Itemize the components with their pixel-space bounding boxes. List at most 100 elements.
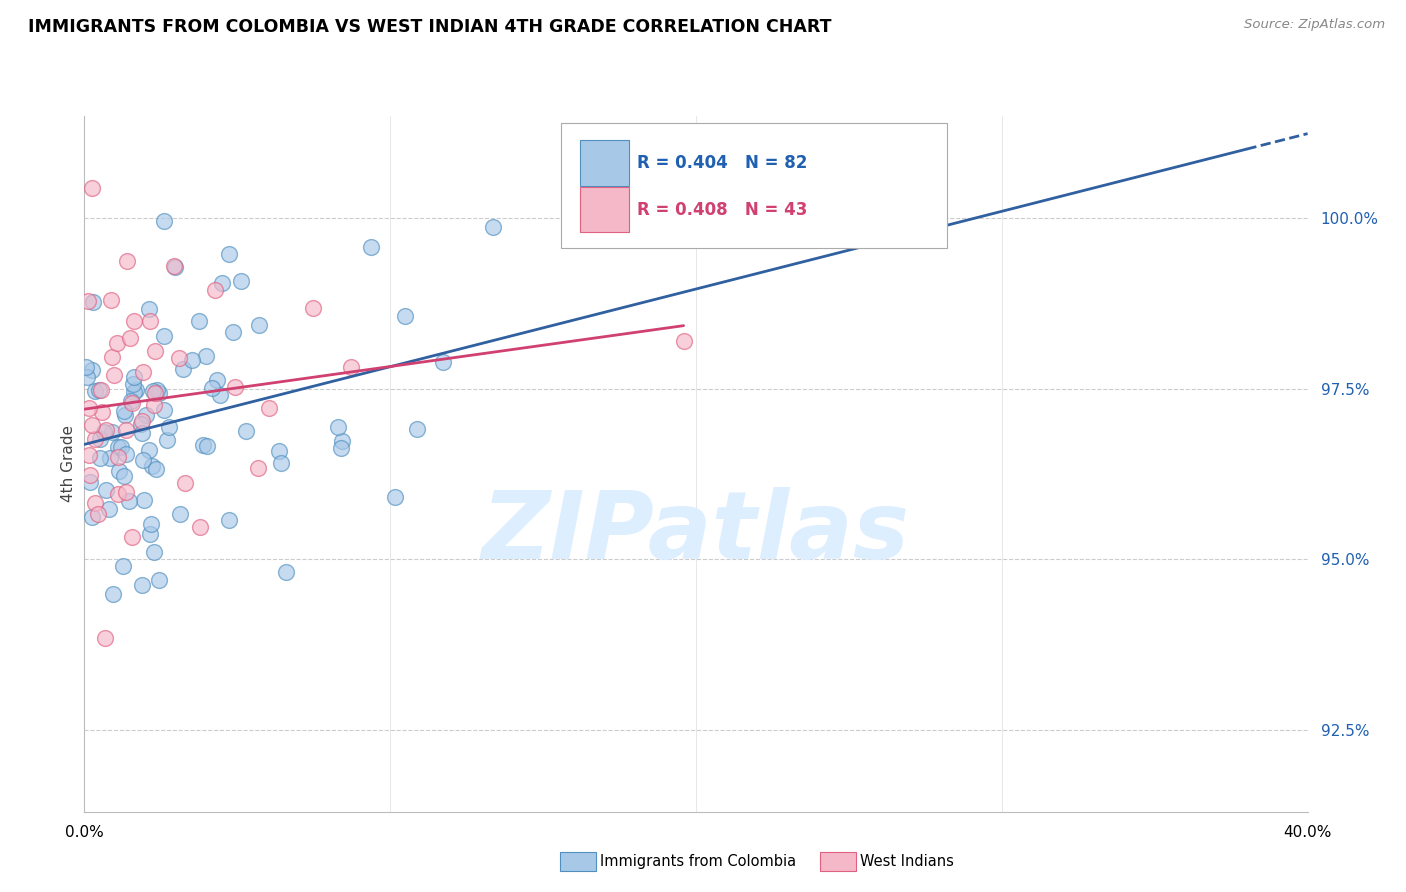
Point bbox=[195, 349, 218, 363]
Point bbox=[190, 520, 212, 534]
Point bbox=[91, 405, 114, 419]
Point bbox=[330, 434, 353, 448]
Point bbox=[122, 377, 145, 392]
Point bbox=[148, 386, 170, 401]
Point bbox=[169, 507, 191, 521]
Point bbox=[172, 362, 194, 376]
Point bbox=[131, 414, 153, 428]
Point bbox=[209, 388, 232, 402]
Point bbox=[224, 380, 246, 394]
Point bbox=[125, 383, 148, 397]
Point bbox=[204, 283, 226, 297]
Point bbox=[103, 368, 125, 382]
Point bbox=[384, 490, 406, 504]
Point bbox=[167, 351, 190, 365]
Point bbox=[84, 432, 107, 446]
Point bbox=[165, 260, 187, 275]
Point bbox=[89, 432, 111, 446]
Point bbox=[114, 408, 136, 422]
Point bbox=[148, 574, 170, 588]
Point bbox=[97, 501, 120, 516]
Point bbox=[143, 343, 166, 358]
Point bbox=[90, 383, 112, 397]
Point bbox=[139, 314, 162, 328]
Point bbox=[218, 247, 240, 261]
Point bbox=[80, 181, 103, 195]
Point bbox=[77, 293, 100, 308]
Point bbox=[98, 451, 121, 466]
Point bbox=[77, 448, 100, 462]
Point bbox=[218, 513, 240, 527]
Point bbox=[269, 443, 291, 458]
Point bbox=[124, 314, 146, 328]
Point bbox=[222, 325, 245, 339]
FancyBboxPatch shape bbox=[561, 123, 946, 248]
Point bbox=[132, 365, 155, 379]
Point bbox=[115, 485, 138, 500]
Point bbox=[111, 558, 134, 573]
Point bbox=[138, 442, 160, 457]
Point bbox=[672, 334, 695, 349]
Point bbox=[247, 318, 270, 332]
Point bbox=[145, 462, 167, 476]
Point bbox=[101, 587, 124, 601]
Point bbox=[75, 359, 97, 374]
Point bbox=[195, 439, 218, 453]
Text: R = 0.404   N = 82: R = 0.404 N = 82 bbox=[637, 154, 807, 172]
Point bbox=[246, 461, 269, 475]
Point bbox=[142, 544, 165, 558]
Point bbox=[112, 403, 135, 417]
Point bbox=[115, 254, 138, 268]
Point bbox=[83, 384, 105, 399]
Point bbox=[84, 496, 107, 510]
Point bbox=[121, 396, 143, 410]
Point bbox=[131, 417, 153, 431]
Point bbox=[82, 363, 104, 377]
Point bbox=[159, 420, 181, 434]
Text: Source: ZipAtlas.com: Source: ZipAtlas.com bbox=[1244, 18, 1385, 31]
Point bbox=[79, 475, 101, 489]
Point bbox=[173, 475, 195, 490]
Point bbox=[188, 314, 211, 328]
Point bbox=[205, 373, 228, 387]
Point bbox=[139, 516, 162, 531]
Point bbox=[132, 453, 155, 467]
Point bbox=[235, 424, 257, 438]
Point bbox=[80, 418, 103, 433]
Point bbox=[132, 493, 155, 508]
Point bbox=[163, 259, 186, 273]
Point bbox=[79, 467, 101, 482]
Point bbox=[80, 510, 103, 524]
FancyBboxPatch shape bbox=[579, 187, 628, 232]
Point bbox=[107, 441, 129, 455]
Y-axis label: 4th Grade: 4th Grade bbox=[60, 425, 76, 502]
Point bbox=[142, 384, 165, 398]
Point bbox=[82, 295, 104, 310]
Point bbox=[122, 385, 145, 400]
Point bbox=[79, 401, 101, 416]
Point bbox=[432, 354, 454, 368]
Point bbox=[110, 440, 132, 454]
FancyBboxPatch shape bbox=[579, 140, 628, 186]
Point bbox=[143, 385, 166, 400]
Point bbox=[107, 487, 129, 501]
Text: R = 0.408   N = 43: R = 0.408 N = 43 bbox=[637, 201, 807, 219]
Point bbox=[302, 301, 325, 315]
Point bbox=[229, 274, 252, 288]
Point bbox=[482, 219, 505, 234]
Point bbox=[94, 483, 117, 497]
Point bbox=[114, 423, 136, 437]
Point bbox=[145, 383, 167, 397]
Point bbox=[156, 433, 179, 447]
Point bbox=[135, 409, 157, 423]
Point bbox=[89, 450, 111, 465]
Point bbox=[101, 425, 124, 440]
Point bbox=[118, 494, 141, 508]
Point bbox=[330, 441, 353, 455]
Text: Immigrants from Colombia: Immigrants from Colombia bbox=[600, 855, 796, 869]
Point bbox=[108, 464, 131, 478]
Point bbox=[201, 380, 224, 394]
Point bbox=[339, 359, 361, 374]
Point bbox=[101, 350, 124, 364]
Point bbox=[152, 403, 174, 417]
